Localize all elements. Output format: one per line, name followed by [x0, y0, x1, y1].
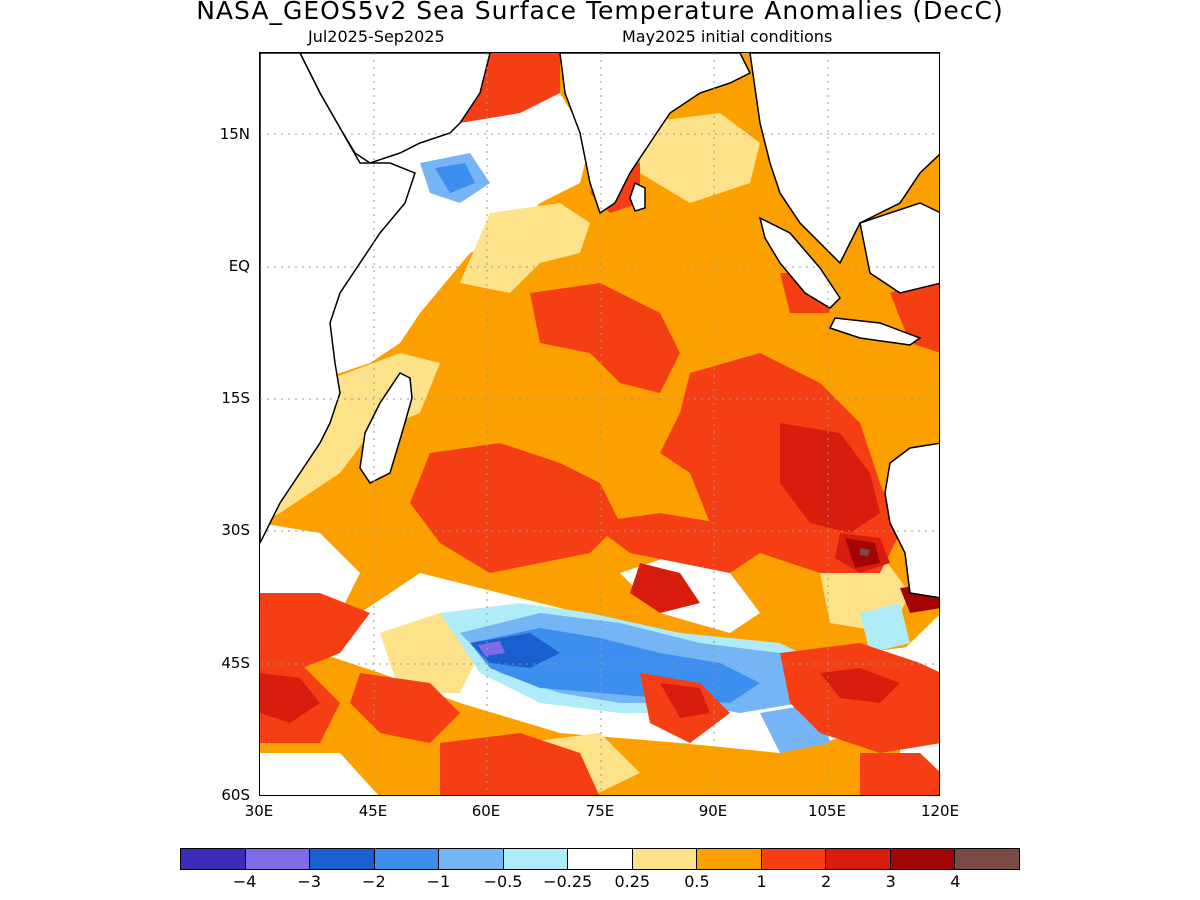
colorbar-swatch — [697, 849, 762, 869]
australia-land — [884, 442, 939, 599]
colorbar-swatch — [310, 849, 375, 869]
colorbar-swatch — [181, 849, 246, 869]
colorbar-label: 0.25 — [614, 872, 651, 891]
colorbar-label: −4 — [232, 872, 257, 891]
lon-label-90e: 90E — [698, 802, 728, 820]
colorbar-swatch — [890, 849, 956, 869]
colorbar-swatch — [761, 849, 827, 869]
lon-label-60e: 60E — [471, 802, 501, 820]
lat-label-60s: 60S — [221, 786, 250, 804]
colorbar-label: 0.5 — [684, 872, 710, 891]
colorbar — [180, 848, 1020, 870]
map-canvas — [260, 53, 939, 795]
lat-label-15n: 15N — [219, 125, 250, 143]
lat-label-45s: 45S — [221, 654, 250, 672]
india-land — [559, 53, 752, 215]
java-land — [828, 317, 922, 346]
colorbar-swatch — [374, 849, 440, 869]
map-title: NASA_GEOS5v2 Sea Surface Temperature Ano… — [196, 0, 1004, 25]
anomaly-minus-3-regions — [478, 641, 505, 656]
lat-label-eq: EQ — [228, 257, 250, 275]
southeast-asia-land — [749, 53, 939, 265]
colorbar-swatch — [955, 849, 1019, 869]
colorbar-swatch — [568, 849, 633, 869]
lon-label-30e: 30E — [244, 802, 274, 820]
colorbar-swatch — [439, 849, 504, 869]
lat-label-30s: 30S — [221, 521, 250, 539]
colorbar-swatch — [826, 849, 891, 869]
forecast-period: Jul2025-Sep2025 — [308, 27, 445, 46]
colorbar-label: 1 — [756, 872, 767, 891]
colorbar-swatch — [503, 849, 569, 869]
graticule — [260, 53, 939, 795]
borneo-land — [859, 202, 939, 294]
anomaly-above-4-regions — [860, 548, 870, 556]
initial-conditions: May2025 initial conditions — [622, 27, 833, 46]
anomaly-minus-2-regions — [470, 633, 560, 668]
madagascar-land — [359, 372, 413, 484]
srilanka-land — [629, 181, 646, 212]
sumatra-land — [758, 216, 841, 309]
colorbar-label: −0.5 — [483, 872, 523, 891]
lon-label-105e: 105E — [807, 802, 847, 820]
colorbar-label: −0.25 — [543, 872, 593, 891]
lon-label-45e: 45E — [358, 802, 388, 820]
colorbar-label: 4 — [950, 872, 961, 891]
land-masses — [260, 53, 939, 599]
sst-anomaly-map — [259, 52, 940, 796]
colorbar-label: −2 — [362, 872, 386, 891]
colorbar-label: −1 — [426, 872, 451, 891]
africa-land — [260, 53, 416, 544]
colorbar-swatch — [632, 849, 698, 869]
lon-label-75e: 75E — [585, 802, 615, 820]
lat-label-15s: 15S — [221, 389, 250, 407]
colorbar-swatch — [245, 849, 311, 869]
lon-label-120e: 120E — [920, 802, 960, 820]
colorbar-label: −3 — [297, 872, 322, 891]
colorbar-label: 2 — [821, 872, 832, 891]
colorbar-label: 3 — [885, 872, 896, 891]
